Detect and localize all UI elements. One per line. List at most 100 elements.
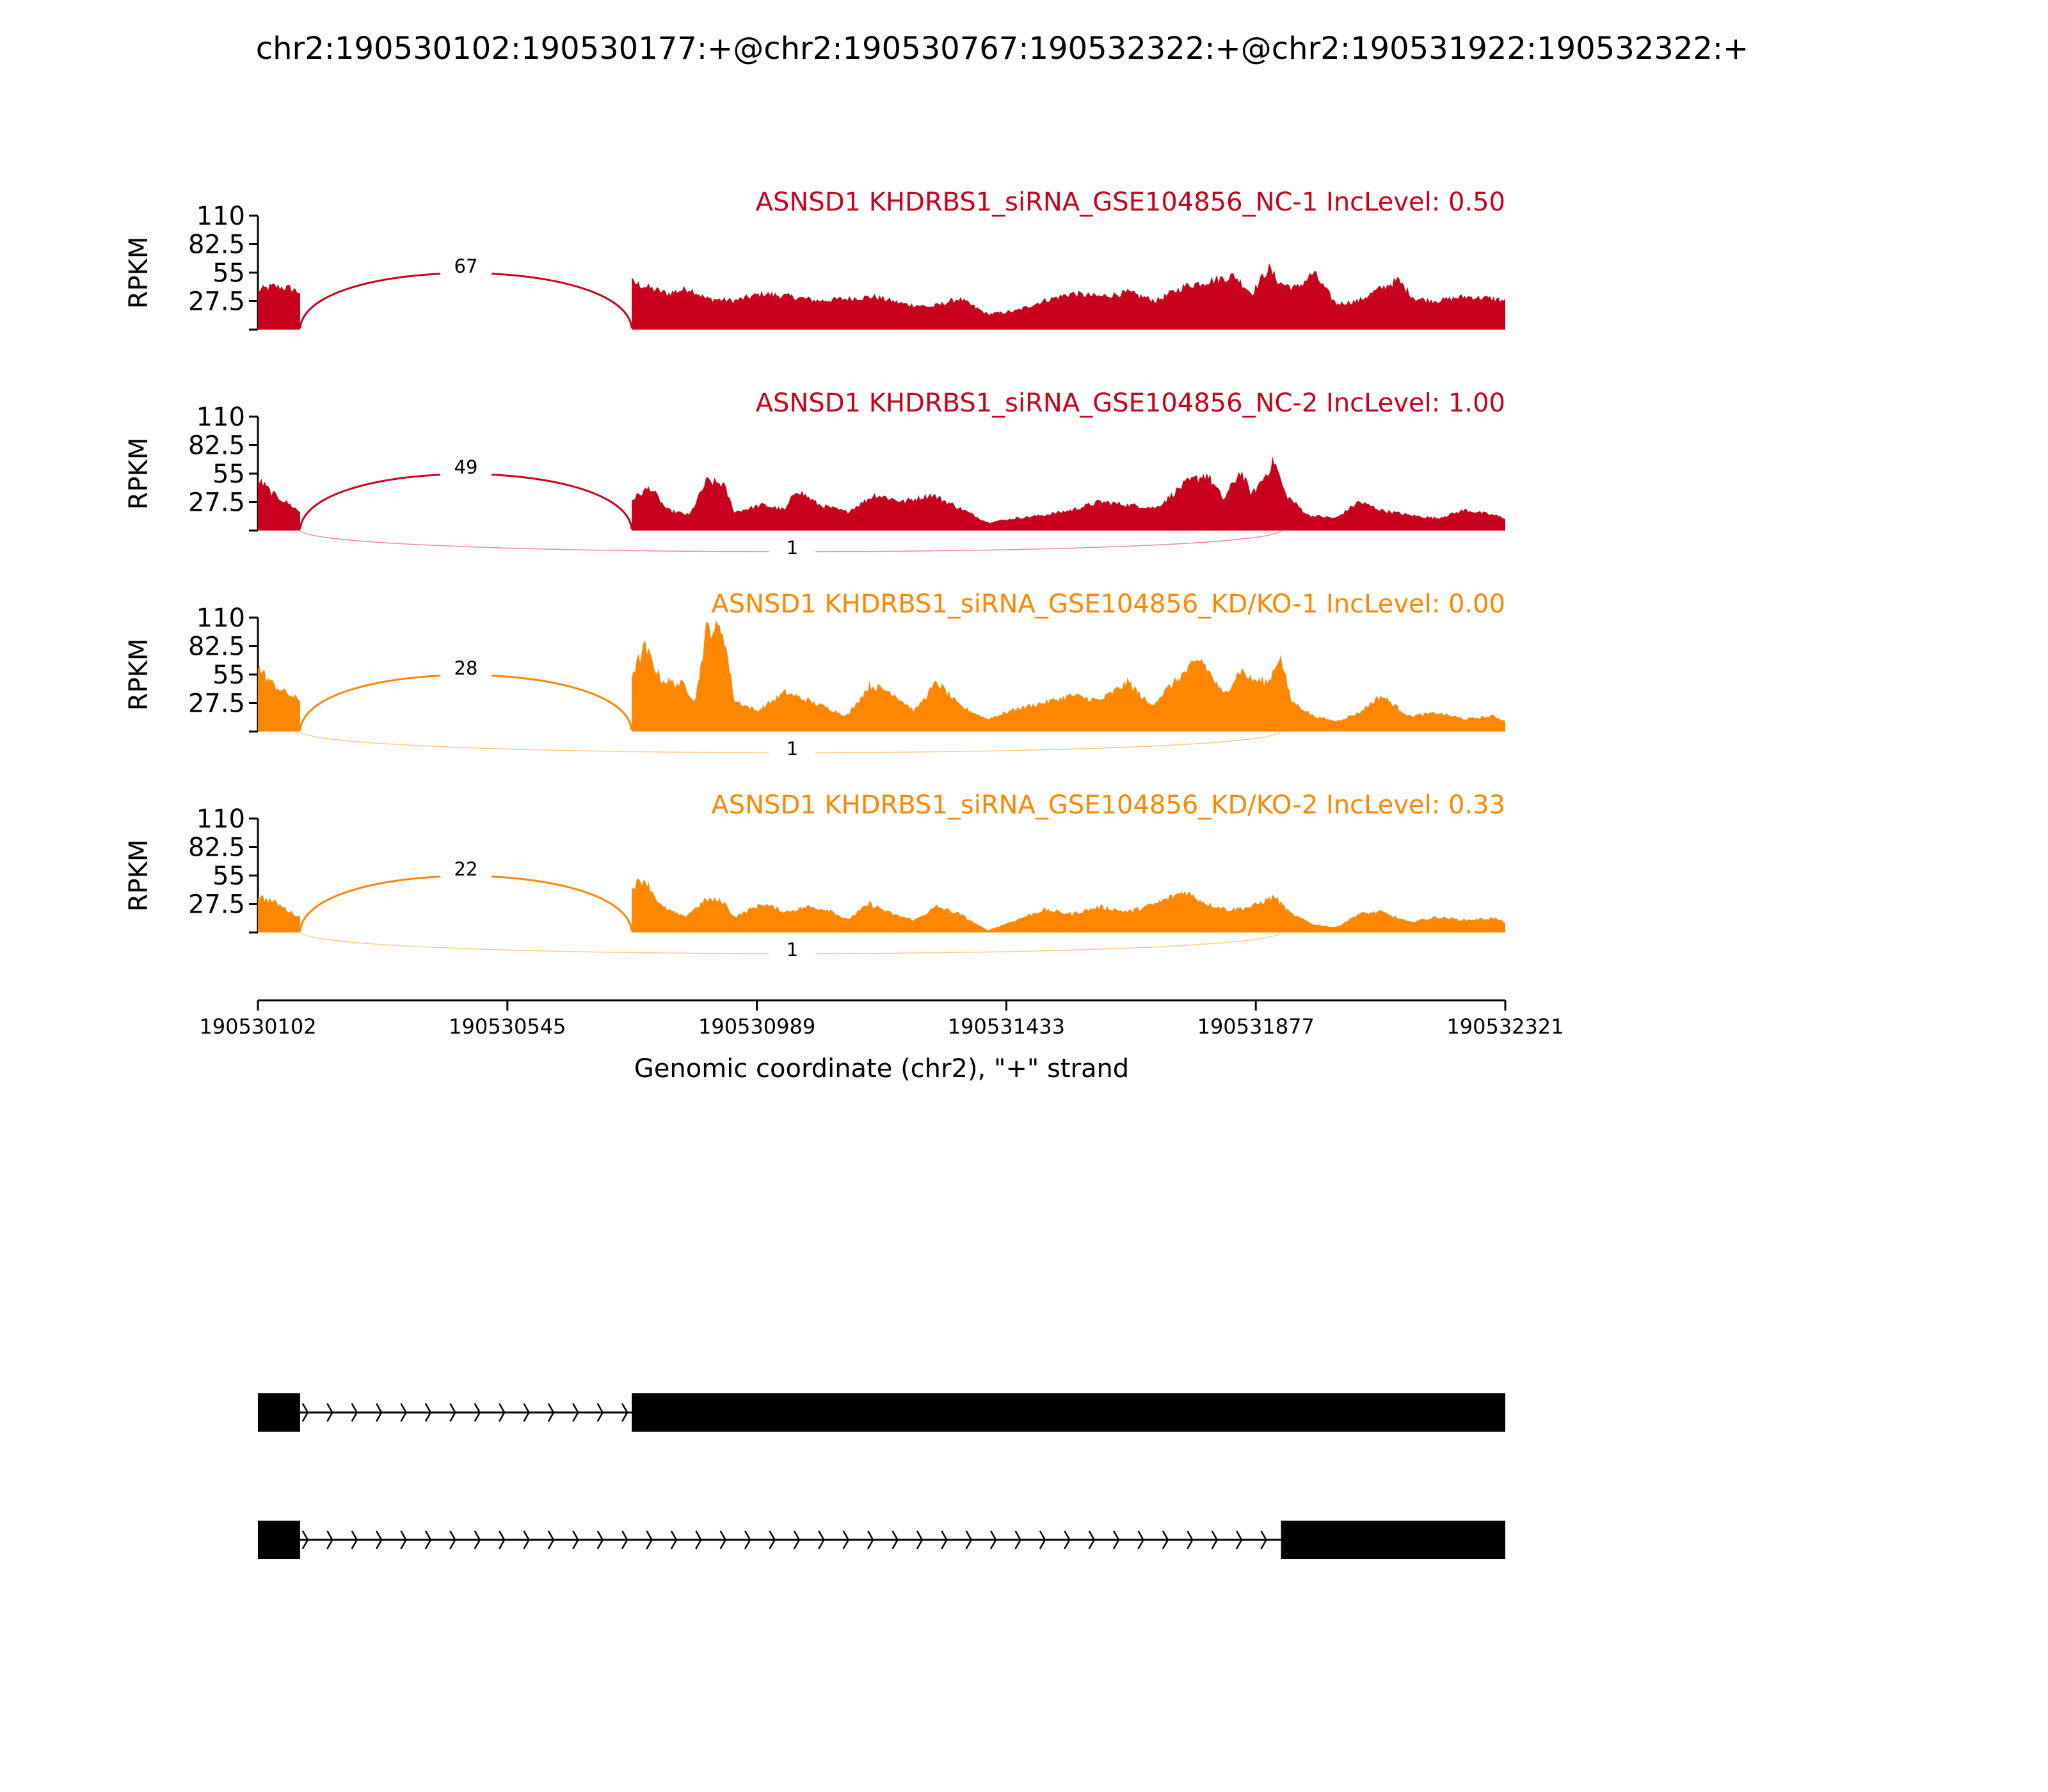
strand-arrow	[326, 1530, 333, 1549]
strand-arrow	[892, 1530, 899, 1549]
junction-arc	[299, 674, 633, 731]
exon-block	[258, 1393, 300, 1432]
junction-label-box	[440, 657, 492, 680]
strand-arrow	[842, 1530, 850, 1549]
x-tick-label: 190530102	[199, 1014, 316, 1039]
exon-block	[632, 1393, 1505, 1432]
strand-arrow	[941, 1530, 948, 1549]
series-title: ASNSD1 KHDRBS1_siRNA_GSE104856_KD/KO-1 I…	[711, 589, 1505, 619]
junction-count-label: 67	[454, 255, 478, 277]
strand-arrow	[621, 1530, 628, 1549]
chart-title: chr2:190530102:190530177:+@chr2:19053076…	[256, 31, 1749, 67]
y-tick-label: 82.5	[188, 632, 245, 662]
coverage-area	[632, 456, 1505, 531]
junction-arc	[299, 875, 633, 932]
strand-arrow	[793, 1530, 801, 1549]
strand-arrow	[1260, 1530, 1267, 1549]
y-axis-label: RPKM	[124, 840, 154, 912]
strand-arrow	[301, 1403, 309, 1422]
strand-arrow	[596, 1403, 604, 1422]
strand-arrow	[547, 1403, 555, 1422]
strand-arrow	[547, 1530, 555, 1549]
y-tick-label: 55	[212, 259, 245, 288]
strand-arrow	[1039, 1530, 1046, 1549]
coverage-area	[258, 895, 300, 932]
strand-arrow	[498, 1530, 506, 1549]
junction-count-label: 1	[787, 537, 798, 559]
x-tick-label: 190531433	[948, 1014, 1065, 1039]
y-axis-label: RPKM	[124, 639, 154, 711]
junction-count-label: 1	[787, 939, 798, 961]
junction-label-box	[769, 938, 815, 961]
strand-arrow	[719, 1530, 727, 1549]
strand-arrow	[1211, 1530, 1219, 1549]
strand-arrow	[474, 1530, 481, 1549]
strand-arrow	[744, 1530, 751, 1549]
strand-arrow	[916, 1530, 924, 1549]
y-tick-label: 55	[212, 861, 245, 891]
junction-arc	[299, 272, 633, 329]
y-tick-label: 110	[196, 403, 245, 432]
strand-arrow	[1137, 1530, 1144, 1549]
strand-arrow	[424, 1530, 432, 1549]
junction-label-box	[440, 255, 492, 278]
junction-count-label: 49	[454, 456, 478, 478]
exon-block	[1281, 1521, 1505, 1559]
x-tick-label: 190532321	[1446, 1014, 1564, 1039]
series-title: ASNSD1 KHDRBS1_siRNA_GSE104856_NC-1 IncL…	[756, 188, 1505, 217]
coverage-area	[632, 878, 1505, 932]
strand-arrow	[867, 1530, 874, 1549]
strand-arrow	[621, 1403, 628, 1422]
strand-arrow	[646, 1530, 653, 1549]
strand-arrow	[1162, 1530, 1169, 1549]
strand-arrow	[351, 1403, 358, 1422]
strand-arrow	[449, 1403, 456, 1422]
strand-arrow	[1064, 1530, 1071, 1549]
strand-arrow	[400, 1403, 407, 1422]
y-axis-label: RPKM	[124, 438, 154, 510]
strand-arrow	[424, 1403, 432, 1422]
strand-arrow	[1014, 1530, 1021, 1549]
strand-arrow	[498, 1403, 506, 1422]
y-tick-label: 82.5	[188, 230, 245, 260]
y-tick-label: 110	[196, 604, 245, 633]
strand-arrow	[523, 1403, 530, 1422]
x-tick-label: 190531877	[1197, 1014, 1315, 1039]
y-tick-label: 27.5	[188, 287, 245, 317]
strand-arrow	[301, 1530, 309, 1549]
junction-label-box	[769, 536, 815, 559]
coverage-area	[258, 477, 300, 531]
strand-arrow	[1187, 1530, 1194, 1549]
strand-arrow	[1235, 1530, 1243, 1549]
strand-arrow	[400, 1530, 407, 1549]
strand-arrow	[474, 1403, 481, 1422]
strand-arrow	[326, 1403, 333, 1422]
strand-arrow	[1088, 1530, 1096, 1549]
strand-arrow	[670, 1530, 678, 1549]
exon-block	[258, 1521, 300, 1559]
junction-count-label: 28	[454, 657, 478, 679]
strand-arrow	[989, 1530, 997, 1549]
y-tick-label: 82.5	[188, 431, 245, 461]
junction-arc	[299, 473, 633, 530]
y-tick-label: 55	[212, 460, 245, 489]
strand-arrow	[769, 1530, 776, 1549]
coverage-area	[632, 263, 1505, 330]
x-tick-label: 190530545	[449, 1014, 566, 1039]
y-tick-label: 27.5	[188, 890, 245, 920]
junction-count-label: 1	[787, 738, 798, 760]
strand-arrow	[572, 1403, 579, 1422]
series-title: ASNSD1 KHDRBS1_siRNA_GSE104856_KD/KO-2 I…	[711, 790, 1505, 820]
series-title: ASNSD1 KHDRBS1_siRNA_GSE104856_NC-2 IncL…	[756, 388, 1505, 418]
strand-arrow	[375, 1403, 383, 1422]
x-axis-label: Genomic coordinate (chr2), "+" strand	[634, 1054, 1129, 1084]
strand-arrow	[965, 1530, 973, 1549]
y-tick-label: 82.5	[188, 833, 245, 863]
y-tick-label: 110	[196, 804, 245, 834]
coverage-area	[632, 620, 1505, 732]
strand-arrow	[818, 1530, 825, 1549]
y-tick-label: 110	[196, 202, 245, 231]
y-tick-label: 27.5	[188, 488, 245, 518]
